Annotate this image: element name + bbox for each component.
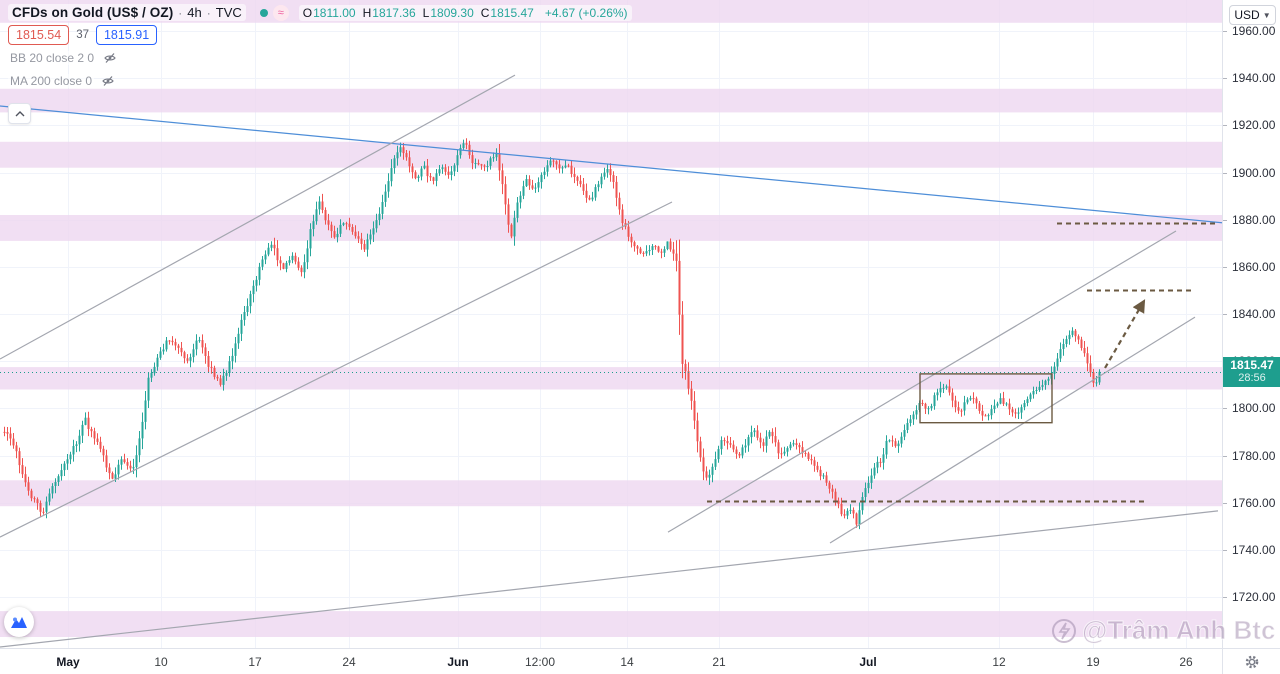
price-tick-mark <box>1223 550 1227 551</box>
price-tick-label: 1800.00 <box>1232 401 1276 416</box>
price-tick-label: 1840.00 <box>1232 307 1276 321</box>
ohlc-values: O1811.00 H1817.36 L1809.30 C1815.47 +4.6… <box>298 4 632 21</box>
change-value: +4.67 (+0.26%) <box>544 5 628 20</box>
price-tick-mark <box>1223 314 1227 315</box>
price-axis[interactable]: USD ▼ 1815.47 28:56 1960.00 1940.00 1920.0… <box>1222 0 1280 648</box>
chevron-up-icon <box>15 110 24 116</box>
price-tick-mark <box>1223 267 1227 268</box>
price-tick-label: 1900.00 <box>1232 165 1276 180</box>
time-tick-label: 21 <box>712 655 726 669</box>
price-tick-label: 1860.00 <box>1232 259 1276 274</box>
price-tick-label: 1960.00 <box>1232 24 1276 38</box>
visibility-off-icon[interactable] <box>103 51 117 65</box>
time-tick-label: Jul <box>859 655 877 669</box>
indicator-label: BB 20 close 2 0 <box>8 50 97 65</box>
price-tick-label: 1760.00 <box>1232 495 1276 510</box>
legend: CFDs on Gold (US$ / OZ) · 4h · TVC ≈ O18… <box>8 4 632 95</box>
indicator-row-ma[interactable]: MA 200 close 0 <box>8 72 632 89</box>
price-tick-label: 1720.00 <box>1232 590 1276 604</box>
approx-data-icon: ≈ <box>272 4 289 21</box>
price-tick-mark <box>1223 31 1227 32</box>
price-tick-mark <box>1223 173 1227 174</box>
price-tick-mark <box>1223 408 1227 409</box>
visibility-off-icon[interactable] <box>101 74 115 88</box>
close-value: 1815.47 <box>490 5 534 20</box>
time-tick-label: 24 <box>342 655 356 669</box>
time-axis[interactable]: May 10 17 24 Jun 12:00 14 21 Jul 12 19 26 <box>0 648 1222 674</box>
time-tick-label: 26 <box>1179 655 1193 669</box>
last-price-badge: 1815.47 28:56 <box>1223 356 1280 387</box>
axis-settings-corner[interactable] <box>1222 648 1280 674</box>
time-tick-label: 14 <box>620 655 634 669</box>
separator: · <box>178 5 183 20</box>
price-tick-mark <box>1223 456 1227 457</box>
bar-countdown: 28:56 <box>1238 371 1266 384</box>
chevron-down-icon: ▼ <box>1262 10 1271 20</box>
market-status-icon <box>259 8 268 17</box>
currency-label: USD <box>1234 8 1260 22</box>
price-tick-label: 1880.00 <box>1232 212 1276 227</box>
spread-value: 37 <box>76 29 89 41</box>
price-tick-label: 1920.00 <box>1232 118 1276 133</box>
price-tick-mark <box>1223 125 1227 126</box>
exchange-label[interactable]: TVC <box>215 5 242 20</box>
price-tick-label: 1780.00 <box>1232 448 1276 463</box>
last-price-value: 1815.47 <box>1230 357 1274 372</box>
time-tick-label: Jun <box>447 655 469 669</box>
low-value: 1809.30 <box>430 5 474 20</box>
time-tick-label: 17 <box>248 655 262 669</box>
price-tick-mark <box>1223 78 1227 79</box>
price-tick-mark <box>1223 597 1227 598</box>
time-tick-label: May <box>56 655 80 669</box>
time-tick-label: 10 <box>154 655 168 669</box>
price-tick-mark <box>1223 220 1227 221</box>
price-tick-label: 1940.00 <box>1232 71 1276 86</box>
price-tick-label: 1740.00 <box>1232 542 1276 557</box>
price-tick-mark <box>1223 503 1227 504</box>
collapse-legend-button[interactable] <box>8 103 31 124</box>
time-tick-label: 12 <box>992 655 1006 669</box>
currency-selector[interactable]: USD ▼ <box>1229 5 1276 25</box>
time-tick-label: 19 <box>1086 655 1100 669</box>
indicator-label: MA 200 close 0 <box>8 73 95 88</box>
scroll-to-recent-button[interactable] <box>4 607 34 637</box>
open-value: 1811.00 <box>313 5 356 20</box>
gear-icon[interactable] <box>1244 654 1260 670</box>
bid-price[interactable]: 1815.54 <box>8 25 70 45</box>
symbol-title[interactable]: CFDs on Gold (US$ / OZ) <box>12 5 174 20</box>
time-tick-label: 12:00 <box>524 655 556 669</box>
indicator-row-bb[interactable]: BB 20 close 2 0 <box>8 49 632 66</box>
interval-label[interactable]: 4h <box>187 5 202 20</box>
separator: · <box>206 5 211 20</box>
mountain-chart-icon <box>11 617 27 628</box>
high-value: 1817.36 <box>372 5 416 20</box>
chart-pane[interactable]: CFDs on Gold (US$ / OZ) · 4h · TVC ≈ O18… <box>0 0 1276 648</box>
price-chart-canvas[interactable] <box>0 0 1222 648</box>
ask-price[interactable]: 1815.91 <box>95 25 158 45</box>
